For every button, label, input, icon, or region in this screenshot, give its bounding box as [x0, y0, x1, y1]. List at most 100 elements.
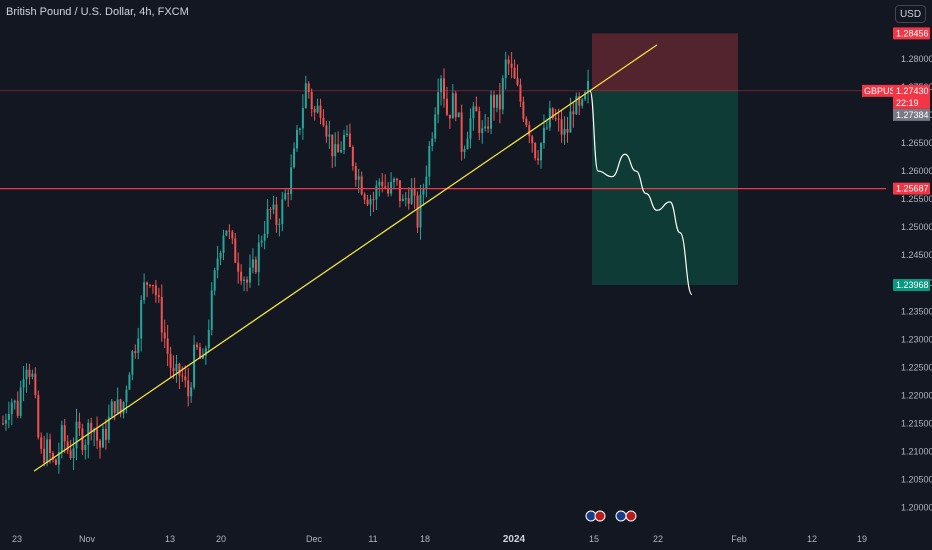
candle-body: [190, 387, 193, 397]
current-price-label-bg: [893, 84, 930, 109]
candle-body: [46, 439, 49, 464]
candle-body: [381, 181, 384, 187]
candle-body: [290, 167, 293, 194]
candle-body: [428, 145, 431, 177]
candle-body: [222, 235, 225, 253]
candle-body: [540, 143, 543, 161]
currency-button[interactable]: USD: [895, 5, 926, 23]
candle-body: [275, 204, 278, 225]
time-tick-label: Feb: [731, 534, 747, 544]
candle-body: [398, 180, 401, 202]
chart-title: British Pound / U.S. Dollar, 4h, FXCM: [6, 6, 189, 18]
event-flag-icon: [615, 510, 627, 522]
candle-body: [254, 259, 257, 273]
candle-body: [99, 440, 102, 448]
candle-body: [75, 421, 78, 449]
trendline: [33, 44, 658, 472]
price-axis: 1.280001.275001.270001.265001.260001.255…: [886, 0, 932, 550]
candle-body: [475, 106, 478, 112]
candle-body: [169, 353, 172, 369]
candle-body: [122, 402, 125, 414]
candle-body: [542, 127, 545, 144]
candle-body: [348, 133, 351, 148]
candle-body: [578, 96, 581, 106]
candle-body: [31, 373, 34, 377]
candle-body: [72, 448, 75, 458]
candle-body: [151, 285, 154, 287]
candle-body: [260, 240, 263, 243]
candle-body: [160, 296, 163, 333]
candle-body: [569, 111, 572, 133]
price-tick-label: 1.22000: [901, 390, 932, 400]
price-tick-label: 1.21000: [901, 446, 932, 456]
candle-body: [196, 344, 199, 348]
candle-body: [110, 401, 113, 417]
candle-body: [472, 106, 475, 119]
candle-body: [137, 338, 140, 353]
candle-body: [178, 363, 181, 376]
candle-body: [516, 78, 519, 85]
candle-body: [575, 96, 578, 115]
candle-body: [119, 399, 122, 414]
candle-body: [404, 198, 407, 200]
candle-body: [534, 143, 537, 159]
candle-body: [43, 448, 46, 464]
candle-body: [495, 94, 498, 108]
price-tick-label: 1.24500: [901, 250, 932, 260]
candle-body: [228, 230, 231, 232]
candle-body: [40, 437, 43, 449]
time-tick-label: Dec: [306, 534, 323, 544]
price-tick-label: 1.26500: [901, 138, 932, 148]
candle-body: [584, 92, 587, 100]
candle-body: [531, 136, 534, 144]
time-tick-label: 15: [589, 534, 599, 544]
candle-body: [478, 111, 481, 134]
candle-body: [340, 149, 343, 153]
candle-body: [90, 422, 93, 433]
candle-body: [528, 125, 531, 137]
candle-body: [204, 348, 207, 356]
candle-body: [248, 267, 251, 283]
candle-body: [269, 209, 272, 211]
candle-body: [522, 101, 525, 119]
candle-body: [154, 285, 157, 296]
time-tick-label: 11: [368, 534, 377, 544]
candle-body: [431, 138, 434, 146]
candle-body: [440, 78, 443, 93]
candle-body: [210, 290, 213, 330]
candle-body: [128, 374, 131, 390]
candle-body: [419, 194, 422, 228]
candle-body: [560, 119, 563, 135]
candle-body: [525, 118, 528, 126]
countdown-label: 22:19: [896, 98, 919, 108]
time-tick-label: Nov: [79, 534, 96, 544]
candle-body: [237, 262, 240, 272]
stop-price-label-bg: [893, 27, 930, 40]
price-tick-label: 1.23500: [901, 306, 932, 316]
candle-body: [240, 271, 243, 281]
previous-price-label-bg: [893, 108, 930, 121]
candle-body: [287, 193, 290, 195]
candle-body: [366, 199, 369, 205]
candle-body: [363, 194, 366, 200]
candle-body: [213, 270, 216, 291]
candle-body: [581, 99, 584, 106]
candle-body: [25, 369, 28, 380]
candle-body: [216, 258, 219, 271]
time-tick-label: 23: [12, 534, 22, 544]
candle-body: [466, 138, 469, 150]
candle-body: [63, 425, 66, 442]
price-tick-label: 1.20000: [901, 503, 932, 513]
candle-body: [395, 178, 398, 181]
candle-body: [266, 209, 269, 234]
candle-body: [454, 93, 457, 118]
position-zones: [592, 33, 738, 286]
candle-body: [551, 108, 554, 119]
candle-body: [28, 369, 31, 377]
forecast-path: [589, 90, 693, 296]
candle-body: [225, 230, 228, 236]
candle-body: [257, 242, 260, 273]
target-price-label-bg: [893, 279, 930, 292]
event-flag-icon: [625, 510, 637, 522]
